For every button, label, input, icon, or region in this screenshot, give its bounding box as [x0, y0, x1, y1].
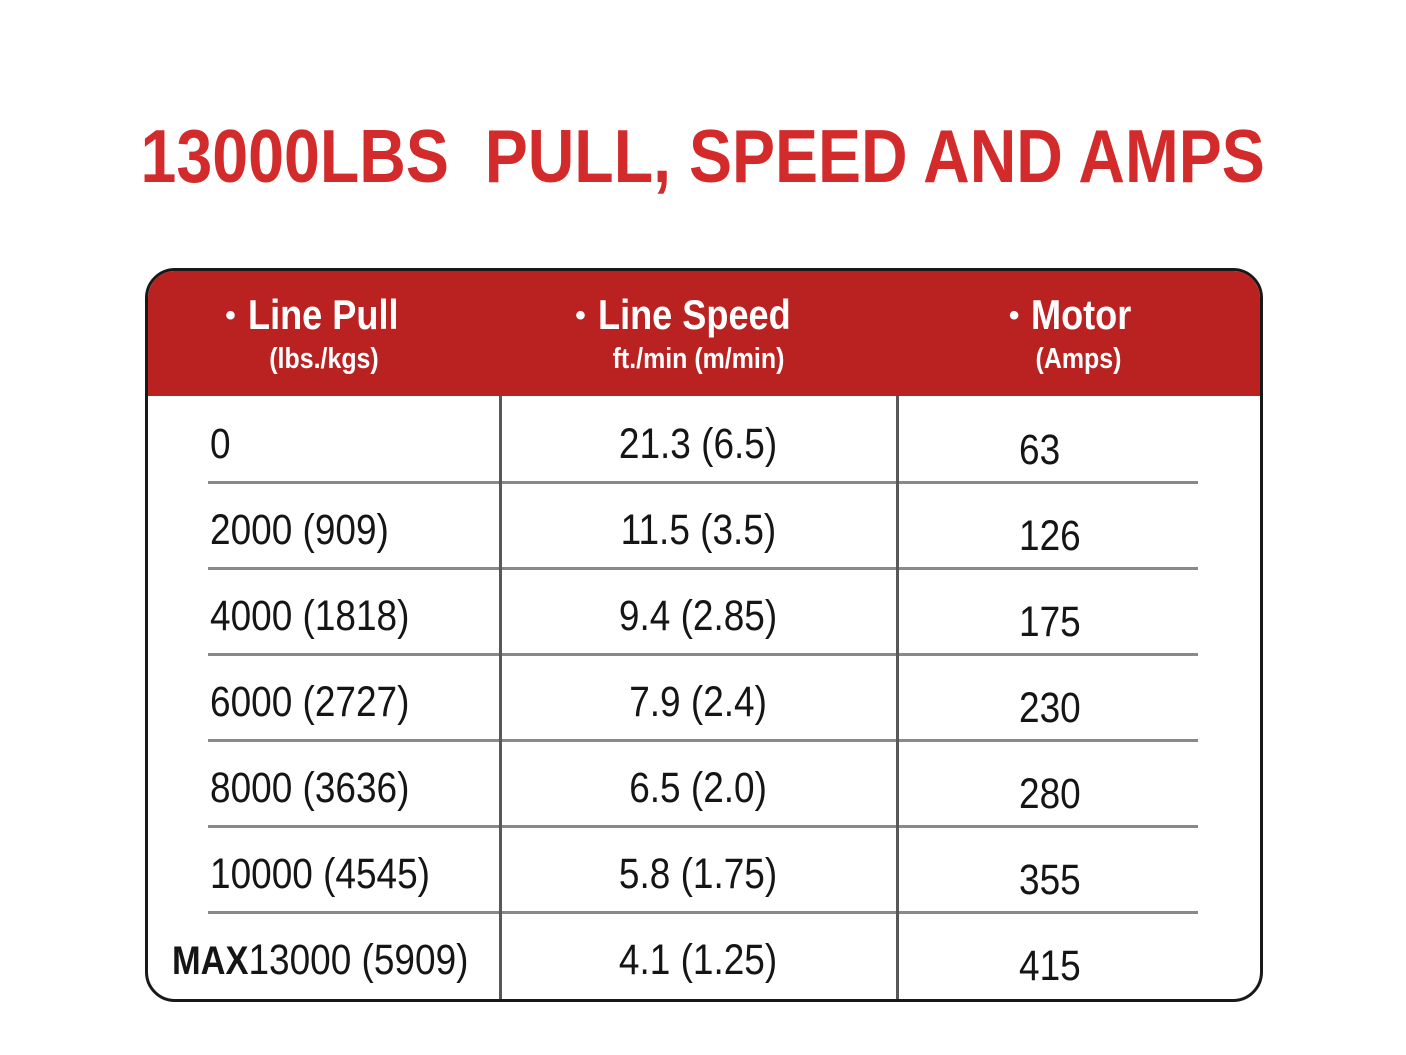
cell-line-speed: 6.5 (2.0)	[629, 764, 768, 813]
cell-line-pull-max: MAX13000 (5909)	[148, 913, 500, 999]
cell-line-speed: 4.1 (1.25)	[619, 936, 778, 985]
table-row: 4000 (1818) 9.4 (2.85) 175	[148, 568, 1260, 657]
cell-line-pull: 10000 (4545)	[210, 850, 431, 899]
bullet-icon: •	[1008, 298, 1020, 332]
header-line-pull: • Line Pull (lbs./kgs)	[148, 271, 500, 396]
header-motor-label: Motor	[1031, 290, 1132, 338]
header-line-speed: • Line Speed ft./min (m/min)	[500, 271, 897, 396]
cell-motor-amps: 63	[1019, 425, 1061, 474]
table-row: 6000 (2727) 7.9 (2.4) 230	[148, 654, 1260, 743]
header-line-pull-label: Line Pull	[247, 290, 399, 338]
cell-line-speed: 21.3 (6.5)	[619, 419, 778, 468]
cell-line-speed: 11.5 (3.5)	[620, 505, 777, 554]
header-line-speed-main: • Line Speed	[575, 290, 822, 338]
header-line-pull-main: • Line Pull	[225, 290, 423, 338]
bullet-icon: •	[225, 298, 236, 332]
header-line-pull-sub: (lbs./kgs)	[269, 342, 379, 375]
cell-line-speed: 7.9 (2.4)	[629, 677, 768, 726]
cell-motor-amps: 415	[1019, 942, 1081, 991]
cell-line-pull: 6000 (2727)	[210, 677, 410, 726]
column-divider	[896, 396, 899, 999]
header-line-speed-label: Line Speed	[597, 290, 791, 338]
cell-line-pull: 8000 (3636)	[210, 764, 410, 813]
column-divider	[499, 396, 502, 999]
table-row: 10000 (4545) 5.8 (1.75) 355	[148, 827, 1260, 915]
cell-line-speed: 9.4 (2.85)	[619, 591, 778, 640]
cell-motor-amps: 280	[1019, 770, 1081, 819]
spec-table: • Line Pull (lbs./kgs) • Line Speed ft./…	[145, 268, 1263, 1002]
table-row: 2000 (909) 11.5 (3.5) 126	[148, 482, 1260, 570]
cell-motor-amps: 230	[1019, 683, 1081, 732]
bullet-icon: •	[575, 298, 586, 332]
max-line-pull-text: MAX13000 (5909)	[172, 936, 469, 985]
table-row: 8000 (3636) 6.5 (2.0) 280	[148, 741, 1260, 829]
cell-line-pull: 2000 (909)	[210, 505, 389, 554]
cell-motor-amps: 175	[1019, 597, 1081, 646]
header-line-speed-sub: ft./min (m/min)	[612, 342, 785, 375]
header-motor-main: • Motor	[1008, 290, 1148, 338]
cell-line-pull: 0	[210, 419, 231, 468]
table-body: 0 21.3 (6.5) 63 2000 (909) 11.5 (3.5) 12…	[148, 396, 1260, 999]
cell-motor-amps: 355	[1019, 856, 1081, 905]
header-motor-sub: (Amps)	[1035, 342, 1122, 375]
table-row: 0 21.3 (6.5) 63	[148, 396, 1260, 484]
table-header: • Line Pull (lbs./kgs) • Line Speed ft./…	[148, 271, 1260, 396]
cell-motor-amps: 126	[1019, 511, 1081, 560]
table-row-max: MAX13000 (5909) 4.1 (1.25) 415	[148, 913, 1260, 999]
max-label: MAX	[172, 939, 249, 984]
page-title: 13000LBS PULL, SPEED AND AMPS	[0, 116, 1406, 196]
cell-line-pull: 4000 (1818)	[210, 591, 410, 640]
header-motor: • Motor (Amps)	[897, 271, 1260, 396]
page-title-text: 13000LBS PULL, SPEED AND AMPS	[140, 114, 1266, 198]
cell-line-speed: 5.8 (1.75)	[619, 850, 778, 899]
